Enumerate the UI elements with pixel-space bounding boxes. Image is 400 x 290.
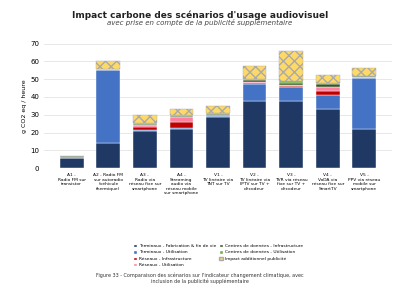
Y-axis label: g CO2 eq / heure: g CO2 eq / heure — [22, 79, 27, 133]
Bar — [243, 80, 266, 82]
Legend: Terminaux - Fabrication & fin de vie, Terminaux - Utilisation, Réseaux - Infrast: Terminaux - Fabrication & fin de vie, Te… — [132, 243, 304, 268]
Bar — [133, 124, 157, 126]
Bar — [206, 113, 230, 114]
Bar — [170, 115, 193, 116]
Bar — [133, 127, 157, 130]
Bar — [316, 75, 340, 83]
Bar — [279, 83, 303, 85]
Bar — [243, 101, 266, 168]
Bar — [133, 115, 157, 123]
Bar — [243, 84, 266, 101]
Bar — [352, 77, 376, 78]
Bar — [243, 66, 266, 79]
Bar — [133, 126, 157, 127]
Bar — [352, 68, 376, 76]
Bar — [316, 83, 340, 84]
Bar — [170, 122, 193, 128]
Bar — [96, 70, 120, 143]
Bar — [96, 61, 120, 69]
Bar — [352, 76, 376, 77]
Bar — [170, 108, 193, 115]
Bar — [206, 116, 230, 117]
Bar — [316, 91, 340, 95]
Bar — [60, 157, 84, 158]
Bar — [96, 69, 120, 70]
Bar — [316, 87, 340, 91]
Bar — [170, 116, 193, 117]
Text: avec prise en compte de la publicité supplémentaire: avec prise en compte de la publicité sup… — [107, 19, 293, 26]
Bar — [206, 114, 230, 115]
Bar — [133, 131, 157, 168]
Bar — [352, 78, 376, 129]
Text: Figure 33 - Comparaison des scénarios sur l'indicateur changement climatique, av: Figure 33 - Comparaison des scénarios su… — [96, 272, 304, 284]
Bar — [316, 109, 340, 168]
Bar — [279, 85, 303, 86]
Bar — [133, 123, 157, 124]
Bar — [170, 117, 193, 122]
Bar — [316, 95, 340, 109]
Text: Impact carbone des scénarios d'usage audiovisuel: Impact carbone des scénarios d'usage aud… — [72, 10, 328, 20]
Bar — [279, 86, 303, 87]
Bar — [206, 115, 230, 116]
Bar — [206, 106, 230, 113]
Bar — [96, 143, 120, 168]
Bar — [279, 81, 303, 83]
Bar — [243, 82, 266, 83]
Bar — [60, 158, 84, 168]
Bar — [133, 130, 157, 131]
Bar — [170, 128, 193, 129]
Bar — [243, 79, 266, 80]
Bar — [279, 101, 303, 168]
Bar — [316, 84, 340, 87]
Bar — [60, 156, 84, 157]
Bar — [279, 51, 303, 81]
Bar — [60, 155, 84, 156]
Bar — [243, 83, 266, 84]
Bar — [352, 129, 376, 168]
Bar — [279, 87, 303, 101]
Bar — [170, 129, 193, 168]
Bar — [206, 117, 230, 168]
